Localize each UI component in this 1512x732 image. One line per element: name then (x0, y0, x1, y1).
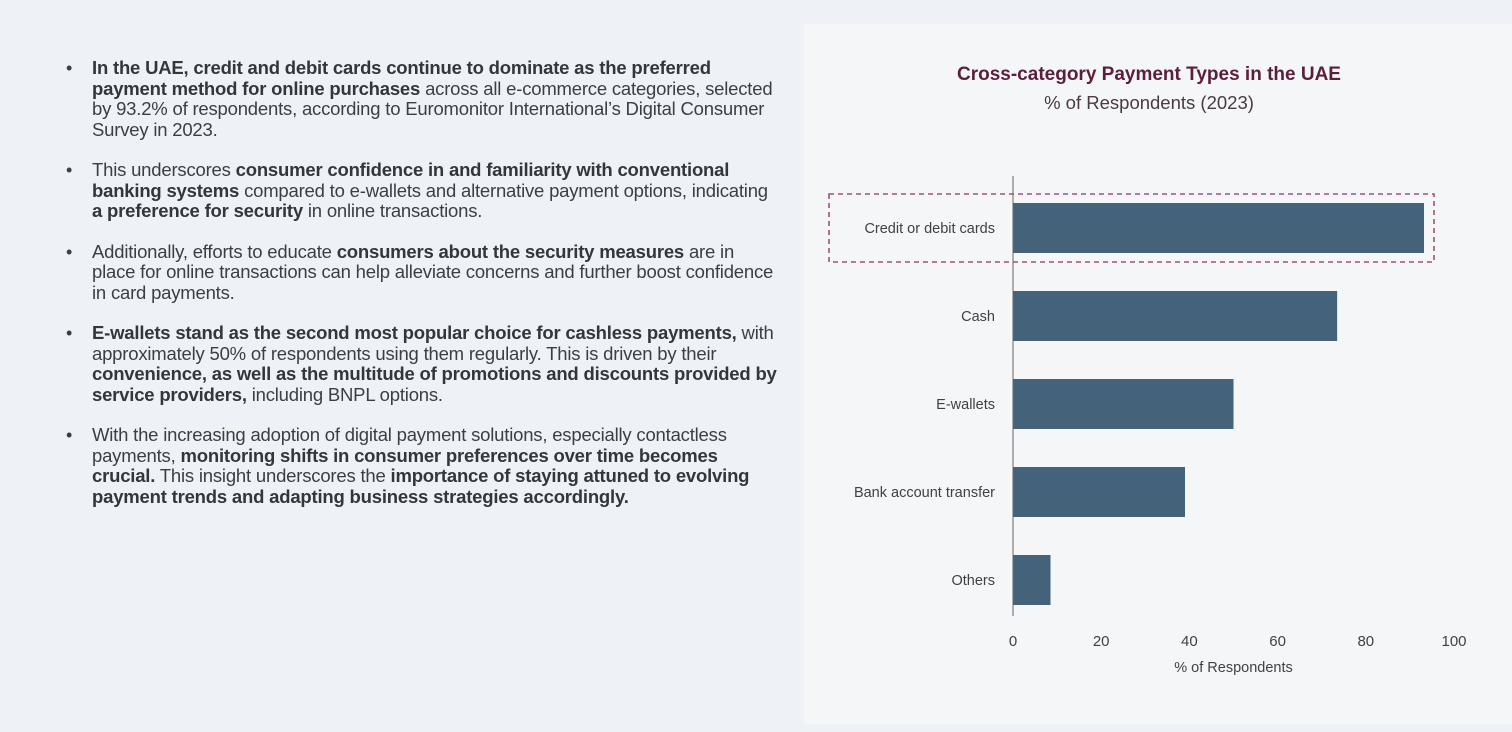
insight-segment: compared to e-wallets and alternative pa… (239, 179, 768, 201)
x-tick-label: 60 (1269, 633, 1286, 650)
insight-segment: with approximately 50% of respondents us… (92, 322, 774, 364)
insights-list: • In the UAE, credit and debit cards cont… (60, 57, 780, 507)
x-tick-label: 40 (1181, 633, 1198, 650)
insight-segment: This underscores (92, 159, 236, 180)
insight-item: • This underscores consumer confidence in… (60, 159, 780, 222)
x-tick-label: 0 (1009, 633, 1017, 650)
insight-text: Additionally, efforts to educate consume… (92, 241, 773, 303)
insight-highlight: consumers about the security measures (336, 240, 685, 262)
x-tick-label: 20 (1093, 633, 1110, 650)
chart-subtitle: % of Respondents (2023) (1044, 92, 1254, 113)
insight-segment: This insight underscores the (155, 465, 391, 486)
insight-highlight: convenience, as well as the multitude of… (92, 363, 777, 405)
insight-item: • In the UAE, credit and debit cards cont… (60, 57, 780, 140)
category-label: E-wallets (936, 397, 995, 413)
chart-panel: Cross-category Payment Types in the UAE … (804, 24, 1512, 724)
insight-segment: With the increasing adoption of digital … (92, 424, 727, 466)
category-label: Cash (961, 309, 995, 325)
insight-item: • With the increasing adoption of digital… (60, 424, 780, 507)
insight-item: • E-wallets stand as the second most popu… (60, 322, 780, 405)
bar (1013, 291, 1338, 341)
category-label: Others (951, 573, 995, 589)
bullet-dot: • (66, 323, 73, 343)
insight-item: • Additionally, efforts to educate consum… (60, 241, 780, 304)
insight-text: In the UAE, credit and debit cards conti… (92, 57, 773, 140)
insight-text: With the increasing adoption of digital … (92, 424, 749, 507)
insight-highlight: monitoring shifts in consumer preference… (92, 444, 718, 486)
insight-text: E-wallets stand as the second most popul… (92, 322, 777, 405)
insight-segment: in online transactions. (302, 200, 483, 221)
bullet-dot: • (66, 241, 73, 262)
category-label: Credit or debit cards (864, 221, 995, 237)
bar (1013, 379, 1234, 429)
insight-highlight: E-wallets stand as the second most popul… (92, 322, 737, 343)
insight-segment: Additionally, efforts to educate (92, 240, 337, 262)
insight-segment: across all e-commerce categories, select… (92, 77, 773, 140)
category-label: Bank account transfer (854, 485, 995, 501)
insight-text: This underscores consumer confidence in … (92, 159, 768, 221)
bullet-dot: • (66, 58, 73, 78)
bar (1013, 203, 1425, 253)
chart-title: Cross-category Payment Types in the UAE (957, 64, 1341, 85)
insight-segment: including BNPL options. (246, 383, 443, 405)
insight-highlight: importance of staying attuned to evolvin… (92, 465, 750, 507)
bar-chart: Credit or debit cards Cash E-wallets Bank a… (828, 176, 1467, 676)
x-tick-label: 80 (1357, 633, 1374, 650)
insight-highlight: a preference for security (92, 200, 303, 221)
insights-panel: • In the UAE, credit and debit cards cont… (60, 57, 780, 527)
x-tick-label: 100 (1441, 633, 1466, 650)
bar (1013, 555, 1051, 605)
highlight-box (828, 193, 1435, 263)
x-axis-label: % of Respondents (1174, 660, 1293, 676)
insight-highlight: consumer confidence in and familiarity w… (92, 159, 730, 201)
insight-highlight: In the UAE, credit and debit cards conti… (92, 57, 711, 99)
bullet-dot: • (66, 160, 73, 180)
insight-segment: are in place for online transactions can… (92, 240, 774, 303)
bullet-dot: • (66, 425, 73, 445)
bar (1013, 467, 1185, 517)
